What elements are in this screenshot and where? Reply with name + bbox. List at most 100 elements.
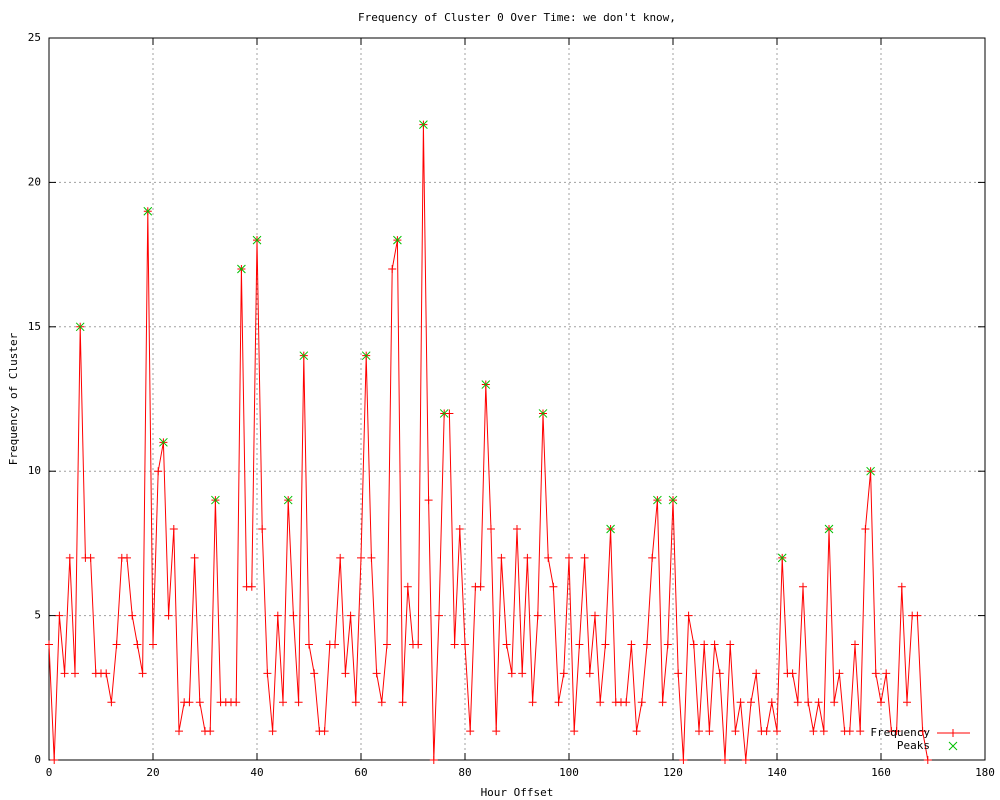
point-marker (684, 611, 693, 620)
point-marker (871, 669, 880, 678)
point-marker (700, 640, 709, 649)
x-tick-label: 60 (354, 766, 367, 779)
peak-marker (419, 120, 428, 129)
x-tick-label: 180 (975, 766, 995, 779)
point-marker (549, 582, 558, 591)
peak-marker (211, 495, 220, 505)
peak-marker (237, 264, 246, 274)
x-tick-label: 140 (767, 766, 787, 779)
x-tick-label: 100 (559, 766, 579, 779)
point-marker (377, 698, 386, 707)
point-marker (133, 640, 142, 649)
point-marker (388, 265, 397, 274)
point-marker (585, 669, 594, 678)
peak-marker (361, 351, 371, 361)
point-marker (632, 727, 641, 736)
point-marker (487, 524, 495, 533)
point-marker (294, 698, 303, 707)
point-marker (195, 698, 204, 707)
point-marker (923, 756, 932, 764)
point-marker (627, 640, 636, 649)
peak-marker (866, 466, 875, 476)
point-marker (736, 698, 745, 707)
point-marker (773, 727, 781, 736)
point-marker (60, 669, 69, 678)
point-marker (793, 698, 802, 707)
peak-marker (606, 524, 615, 534)
legend-marker (948, 741, 958, 751)
point-marker (351, 698, 360, 707)
y-tick-label: 5 (34, 609, 41, 622)
point-marker (102, 669, 111, 678)
point-marker (799, 582, 807, 591)
point-marker (71, 669, 79, 678)
point-marker (450, 640, 459, 649)
peak-marker (653, 495, 662, 505)
point-marker (575, 640, 584, 649)
peak-marker (159, 437, 168, 447)
point-marker (715, 669, 724, 678)
point-marker (913, 611, 922, 620)
point-marker (279, 698, 287, 707)
chart-title: Frequency of Cluster 0 Over Time: we don… (358, 11, 676, 24)
point-marker (367, 553, 376, 562)
plot-border (48, 37, 986, 761)
y-tick-label: 25 (28, 31, 41, 44)
point-marker (383, 640, 391, 649)
point-marker (372, 669, 381, 678)
point-marker (346, 611, 355, 620)
point-marker (502, 640, 511, 649)
peak-marker (283, 495, 293, 505)
point-marker (232, 698, 241, 707)
point-marker (596, 698, 605, 707)
point-marker (830, 698, 839, 707)
point-marker (741, 756, 750, 764)
point-marker (767, 698, 776, 707)
point-marker (268, 727, 277, 736)
point-marker (705, 727, 714, 736)
y-tick-label: 10 (28, 464, 41, 477)
point-marker (528, 698, 537, 707)
point-marker (424, 496, 433, 505)
peak-marker (75, 322, 85, 332)
data-line (48, 124, 929, 761)
point-marker (762, 727, 771, 736)
point-marker (695, 727, 703, 736)
x-tick-label: 160 (871, 766, 891, 779)
point-marker (637, 698, 646, 707)
x-tick-label: 40 (250, 766, 263, 779)
point-marker (663, 640, 672, 649)
point-marker (814, 698, 823, 707)
point-marker (445, 409, 454, 418)
point-marker (591, 611, 599, 620)
point-marker (476, 582, 485, 591)
y-tick-label: 0 (34, 753, 41, 766)
point-marker (804, 698, 813, 707)
point-marker (175, 727, 183, 736)
point-marker (341, 669, 350, 678)
point-marker (726, 640, 735, 649)
x-tick-label: 20 (146, 766, 159, 779)
point-marker (554, 698, 563, 707)
point-marker (273, 611, 282, 620)
point-marker (918, 727, 927, 736)
point-marker (497, 553, 506, 562)
point-marker (570, 727, 579, 736)
point-marker (331, 640, 339, 649)
point-marker (523, 553, 532, 562)
point-marker (414, 640, 423, 649)
point-marker (747, 698, 755, 707)
point-marker (507, 669, 516, 678)
point-marker (788, 669, 797, 678)
y-tick-label: 15 (28, 320, 41, 333)
peak-marker (481, 380, 491, 389)
point-marker (289, 611, 298, 620)
x-tick-label: 0 (46, 766, 53, 779)
point-marker (190, 553, 199, 562)
point-marker (258, 524, 267, 533)
point-marker (154, 467, 163, 476)
point-marker (403, 582, 412, 591)
point-marker (107, 698, 116, 707)
